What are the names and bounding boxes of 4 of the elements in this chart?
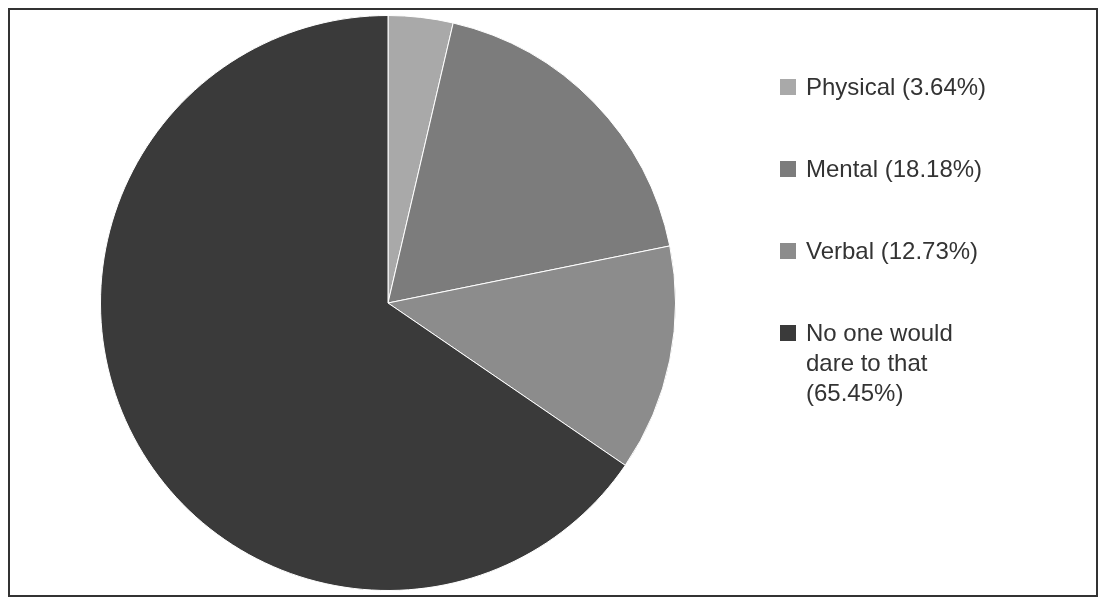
legend-label: No one would dare to that (65.45%)	[806, 318, 954, 408]
legend-label: Mental (18.18%)	[806, 154, 983, 184]
legend-label: Physical (3.64%)	[806, 72, 987, 102]
legend-label: Verbal (12.73%)	[806, 236, 979, 266]
